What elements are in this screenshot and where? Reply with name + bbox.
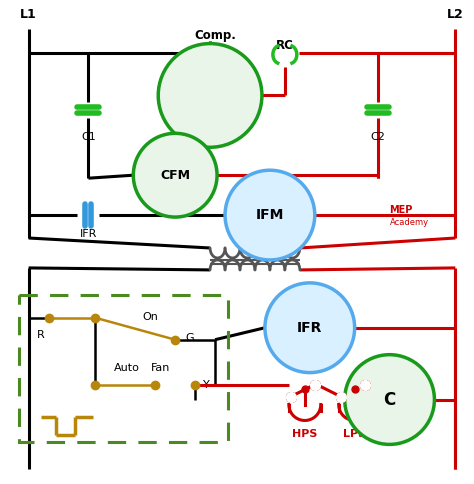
Text: G: G xyxy=(185,333,194,343)
Text: IFM: IFM xyxy=(255,208,284,222)
Text: C2: C2 xyxy=(370,132,385,142)
Text: Academy: Academy xyxy=(390,218,428,227)
Text: Auto: Auto xyxy=(114,363,140,373)
Circle shape xyxy=(265,283,355,373)
Circle shape xyxy=(133,133,217,217)
Text: C1: C1 xyxy=(81,132,96,142)
Circle shape xyxy=(158,44,262,147)
Text: L1: L1 xyxy=(20,8,37,21)
Text: R: R xyxy=(36,330,45,340)
Circle shape xyxy=(345,355,434,444)
Circle shape xyxy=(225,170,315,260)
Text: LPS: LPS xyxy=(343,429,366,439)
Text: L2: L2 xyxy=(447,8,464,21)
Text: IFR: IFR xyxy=(80,229,97,239)
Text: Fan: Fan xyxy=(151,363,170,373)
Text: Comp.: Comp. xyxy=(194,29,236,42)
Text: MEP: MEP xyxy=(390,205,413,215)
Text: CFM: CFM xyxy=(160,169,190,182)
Text: IFR: IFR xyxy=(297,321,322,335)
Text: Y: Y xyxy=(203,379,210,390)
Text: HPS: HPS xyxy=(292,429,318,439)
Text: C: C xyxy=(383,391,396,408)
Text: On: On xyxy=(142,312,158,322)
Text: RC: RC xyxy=(276,39,294,52)
